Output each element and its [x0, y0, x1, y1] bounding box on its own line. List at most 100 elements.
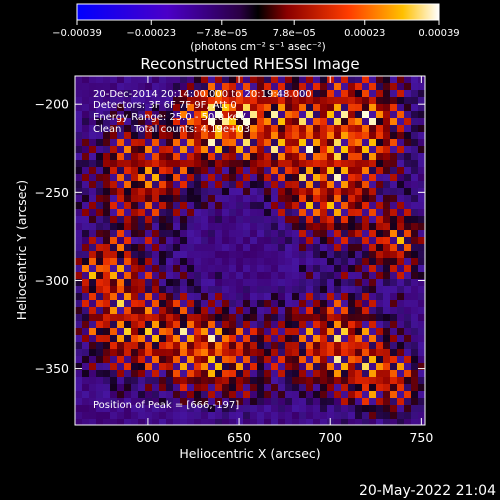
- heatmap-cell: [362, 209, 370, 217]
- heatmap-cell: [180, 216, 188, 224]
- heatmap-cell: [362, 384, 370, 392]
- heatmap-cell: [208, 111, 216, 119]
- heatmap-cell: [82, 195, 90, 203]
- heatmap-cell: [383, 132, 391, 140]
- heatmap-cell: [145, 181, 153, 189]
- heatmap-cell: [75, 188, 83, 196]
- heatmap-cell: [362, 223, 370, 231]
- heatmap-cell: [257, 335, 265, 343]
- heatmap-cell: [194, 279, 202, 287]
- heatmap-cell: [117, 314, 125, 322]
- heatmap-cell: [327, 300, 335, 308]
- heatmap-cell: [215, 251, 223, 259]
- heatmap-cell: [166, 391, 174, 399]
- heatmap-cell: [166, 307, 174, 315]
- heatmap-cell: [376, 377, 384, 385]
- heatmap-cell: [103, 272, 111, 280]
- heatmap-cell: [229, 300, 237, 308]
- heatmap-cell: [278, 104, 286, 112]
- heatmap-cell: [215, 153, 223, 161]
- heatmap-cell: [75, 223, 83, 231]
- heatmap-cell: [418, 118, 425, 126]
- heatmap-cell: [131, 209, 139, 217]
- heatmap-cell: [243, 90, 251, 98]
- heatmap-cell: [362, 132, 370, 140]
- heatmap-cell: [397, 251, 405, 259]
- heatmap-cell: [201, 90, 209, 98]
- heatmap-cell: [138, 146, 146, 154]
- heatmap-cell: [110, 398, 118, 406]
- heatmap-cell: [376, 118, 384, 126]
- heatmap-cell: [404, 209, 412, 217]
- heatmap-cell: [411, 146, 419, 154]
- heatmap-cell: [334, 286, 342, 294]
- heatmap-cell: [327, 363, 335, 371]
- heatmap-cell: [355, 258, 363, 266]
- heatmap-cell: [201, 405, 209, 413]
- heatmap-cell: [208, 356, 216, 364]
- heatmap-cell: [369, 174, 377, 182]
- heatmap-cell: [383, 244, 391, 252]
- heatmap-cell: [243, 293, 251, 301]
- heatmap-cell: [243, 279, 251, 287]
- heatmap-cell: [138, 265, 146, 273]
- heatmap-cell: [103, 195, 111, 203]
- heatmap-cell: [411, 216, 419, 224]
- heatmap-cell: [145, 293, 153, 301]
- heatmap-cell: [145, 216, 153, 224]
- heatmap-cell: [236, 321, 244, 329]
- heatmap-cell: [390, 349, 398, 357]
- heatmap-cell: [201, 104, 209, 112]
- heatmap-cell: [292, 90, 300, 98]
- heatmap-cell: [110, 307, 118, 315]
- heatmap-cell: [187, 153, 195, 161]
- heatmap-cell: [285, 363, 293, 371]
- heatmap-cell: [75, 132, 83, 140]
- heatmap-cell: [369, 83, 377, 91]
- heatmap-cell: [250, 335, 258, 343]
- heatmap-cell: [131, 328, 139, 336]
- heatmap-cell: [229, 286, 237, 294]
- heatmap-cell: [383, 265, 391, 273]
- heatmap-cell: [257, 174, 265, 182]
- heatmap-cell: [187, 300, 195, 308]
- heatmap-cell: [285, 293, 293, 301]
- heatmap-cell: [292, 370, 300, 378]
- heatmap-cell: [166, 300, 174, 308]
- heatmap-cell: [75, 83, 83, 91]
- heatmap-cell: [355, 314, 363, 322]
- heatmap-cell: [320, 223, 328, 231]
- heatmap-cell: [390, 335, 398, 343]
- heatmap-cell: [418, 97, 425, 105]
- heatmap-cell: [383, 328, 391, 336]
- heatmap-cell: [285, 125, 293, 133]
- heatmap-cell: [348, 146, 356, 154]
- heatmap-cell: [75, 377, 83, 385]
- heatmap-cell: [194, 195, 202, 203]
- heatmap-cell: [327, 146, 335, 154]
- heatmap-cell: [229, 405, 237, 413]
- heatmap-cell: [159, 195, 167, 203]
- colorbar-tick-label: −7.8e−05: [196, 28, 248, 39]
- heatmap-cell: [264, 321, 272, 329]
- heatmap-cell: [236, 258, 244, 266]
- heatmap-cell: [215, 412, 223, 420]
- heatmap-cell: [397, 230, 405, 238]
- heatmap-cell: [117, 132, 125, 140]
- heatmap-cell: [306, 328, 314, 336]
- heatmap-cell: [355, 139, 363, 147]
- heatmap-cell: [320, 363, 328, 371]
- heatmap-cell: [418, 363, 425, 371]
- heatmap-cell: [264, 244, 272, 252]
- heatmap-cell: [341, 300, 349, 308]
- heatmap-cell: [243, 132, 251, 140]
- heatmap-cell: [250, 363, 258, 371]
- generation-timestamp: 20-May-2022 21:04: [359, 483, 496, 499]
- heatmap-cell: [194, 76, 202, 84]
- heatmap-cell: [236, 349, 244, 357]
- heatmap-cell: [236, 181, 244, 189]
- heatmap-cell: [264, 125, 272, 133]
- heatmap-cell: [229, 223, 237, 231]
- heatmap-cell: [341, 146, 349, 154]
- heatmap-cell: [397, 265, 405, 273]
